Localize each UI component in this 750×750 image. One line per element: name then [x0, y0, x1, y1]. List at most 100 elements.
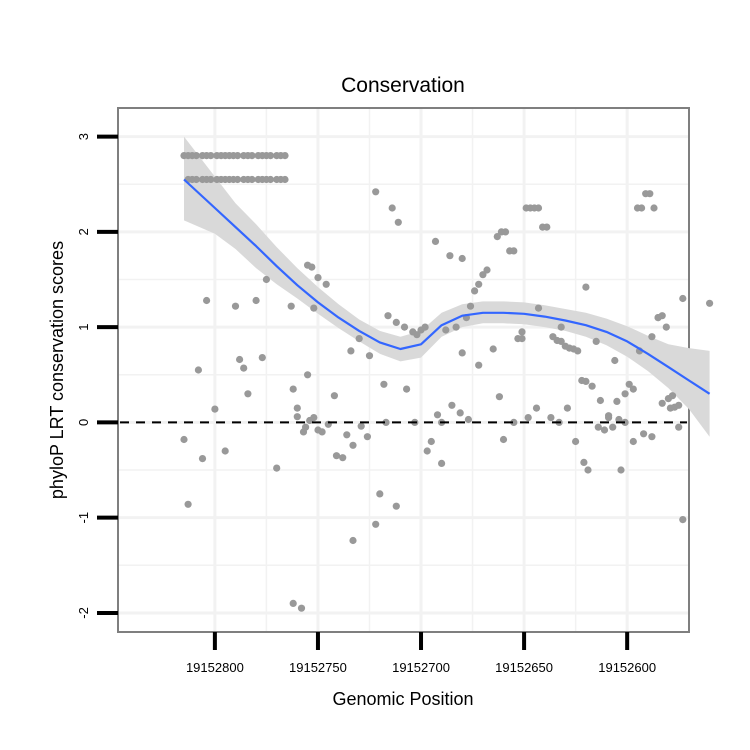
data-point — [421, 323, 429, 331]
data-point — [322, 280, 330, 288]
data-point — [330, 392, 338, 400]
data-point — [180, 435, 188, 444]
smooth-line — [183, 178, 711, 395]
data-point — [479, 271, 487, 279]
data-point — [258, 354, 266, 362]
smooth-line-layer — [183, 178, 711, 395]
data-point — [648, 333, 656, 341]
x-tick-label: 19152700 — [392, 660, 450, 675]
data-point — [248, 175, 256, 184]
data-point — [534, 204, 543, 212]
data-point — [423, 447, 431, 455]
data-point — [613, 397, 621, 405]
data-point — [372, 520, 380, 528]
data-point — [431, 237, 440, 245]
data-point — [392, 318, 400, 326]
data-point — [458, 254, 466, 263]
data-point — [679, 294, 687, 303]
data-point — [400, 323, 409, 331]
axes: 19152800 19152750 19152700 19152650 19152600… — [76, 133, 656, 675]
data-point — [621, 390, 629, 398]
x-tick-label: 19152650 — [495, 660, 553, 675]
data-point — [518, 328, 526, 336]
data-point — [557, 337, 565, 345]
data-point — [438, 459, 446, 467]
data-point — [611, 356, 619, 365]
data-point — [308, 263, 316, 271]
data-point — [262, 275, 270, 284]
data-point — [221, 447, 229, 455]
x-tick-label: 19152750 — [289, 660, 347, 675]
data-point — [234, 152, 242, 160]
y-tick-label: 1 — [76, 324, 91, 331]
data-point — [240, 364, 248, 372]
data-point — [675, 401, 683, 409]
data-point — [376, 490, 384, 498]
data-point — [266, 152, 275, 160]
data-point — [615, 415, 623, 424]
data-point — [658, 399, 666, 407]
x-tick-label: 19152600 — [598, 660, 656, 675]
data-point — [357, 422, 365, 430]
data-point — [332, 452, 341, 460]
data-point — [557, 323, 565, 331]
data-point — [532, 404, 541, 412]
data-point — [547, 414, 555, 422]
data-point — [394, 218, 402, 226]
data-point — [413, 331, 421, 339]
y-tick-label: -1 — [76, 512, 91, 524]
data-point — [475, 280, 483, 288]
data-point — [314, 274, 322, 282]
data-point — [273, 464, 281, 472]
data-point — [458, 349, 466, 357]
data-point — [679, 516, 687, 524]
data-point — [534, 304, 543, 312]
data-point — [203, 296, 211, 305]
data-point — [403, 385, 411, 393]
data-point — [499, 435, 508, 444]
data-point — [452, 323, 460, 331]
data-point — [231, 302, 240, 310]
data-point — [662, 323, 670, 331]
data-point — [640, 430, 648, 438]
data-point — [442, 326, 450, 334]
data-point — [448, 401, 456, 409]
data-point — [192, 152, 200, 160]
data-point — [184, 500, 192, 508]
data-point — [572, 437, 580, 446]
data-point — [433, 411, 442, 419]
data-point — [588, 382, 596, 390]
data-point — [466, 302, 475, 310]
data-point — [355, 335, 363, 343]
data-point — [580, 458, 588, 466]
data-point — [650, 204, 658, 212]
data-point — [582, 377, 590, 385]
data-point — [380, 380, 388, 388]
data-point — [207, 175, 215, 184]
data-point — [596, 396, 605, 405]
y-tick-label: 3 — [76, 133, 91, 140]
data-point — [489, 345, 497, 353]
data-point — [574, 347, 582, 355]
data-point — [592, 337, 600, 345]
data-point — [289, 385, 297, 393]
data-point — [236, 355, 244, 364]
grid — [119, 109, 688, 631]
data-point — [289, 599, 297, 608]
data-point — [198, 455, 207, 463]
x-axis-label: Genomic Position — [332, 689, 473, 709]
y-axis-label: phyloP LRT conservation scores — [47, 241, 67, 499]
data-point — [287, 302, 295, 310]
data-point — [617, 466, 625, 474]
x-tick-label: 19152800 — [186, 660, 244, 675]
data-point — [388, 204, 396, 212]
data-point — [194, 366, 202, 374]
data-point — [493, 233, 501, 241]
data-point — [281, 175, 289, 184]
data-point — [347, 347, 355, 355]
chart-title: Conservation — [341, 74, 465, 97]
data-point — [365, 352, 374, 360]
data-point — [211, 405, 219, 413]
data-point — [293, 413, 301, 421]
points-layer — [120, 152, 714, 612]
